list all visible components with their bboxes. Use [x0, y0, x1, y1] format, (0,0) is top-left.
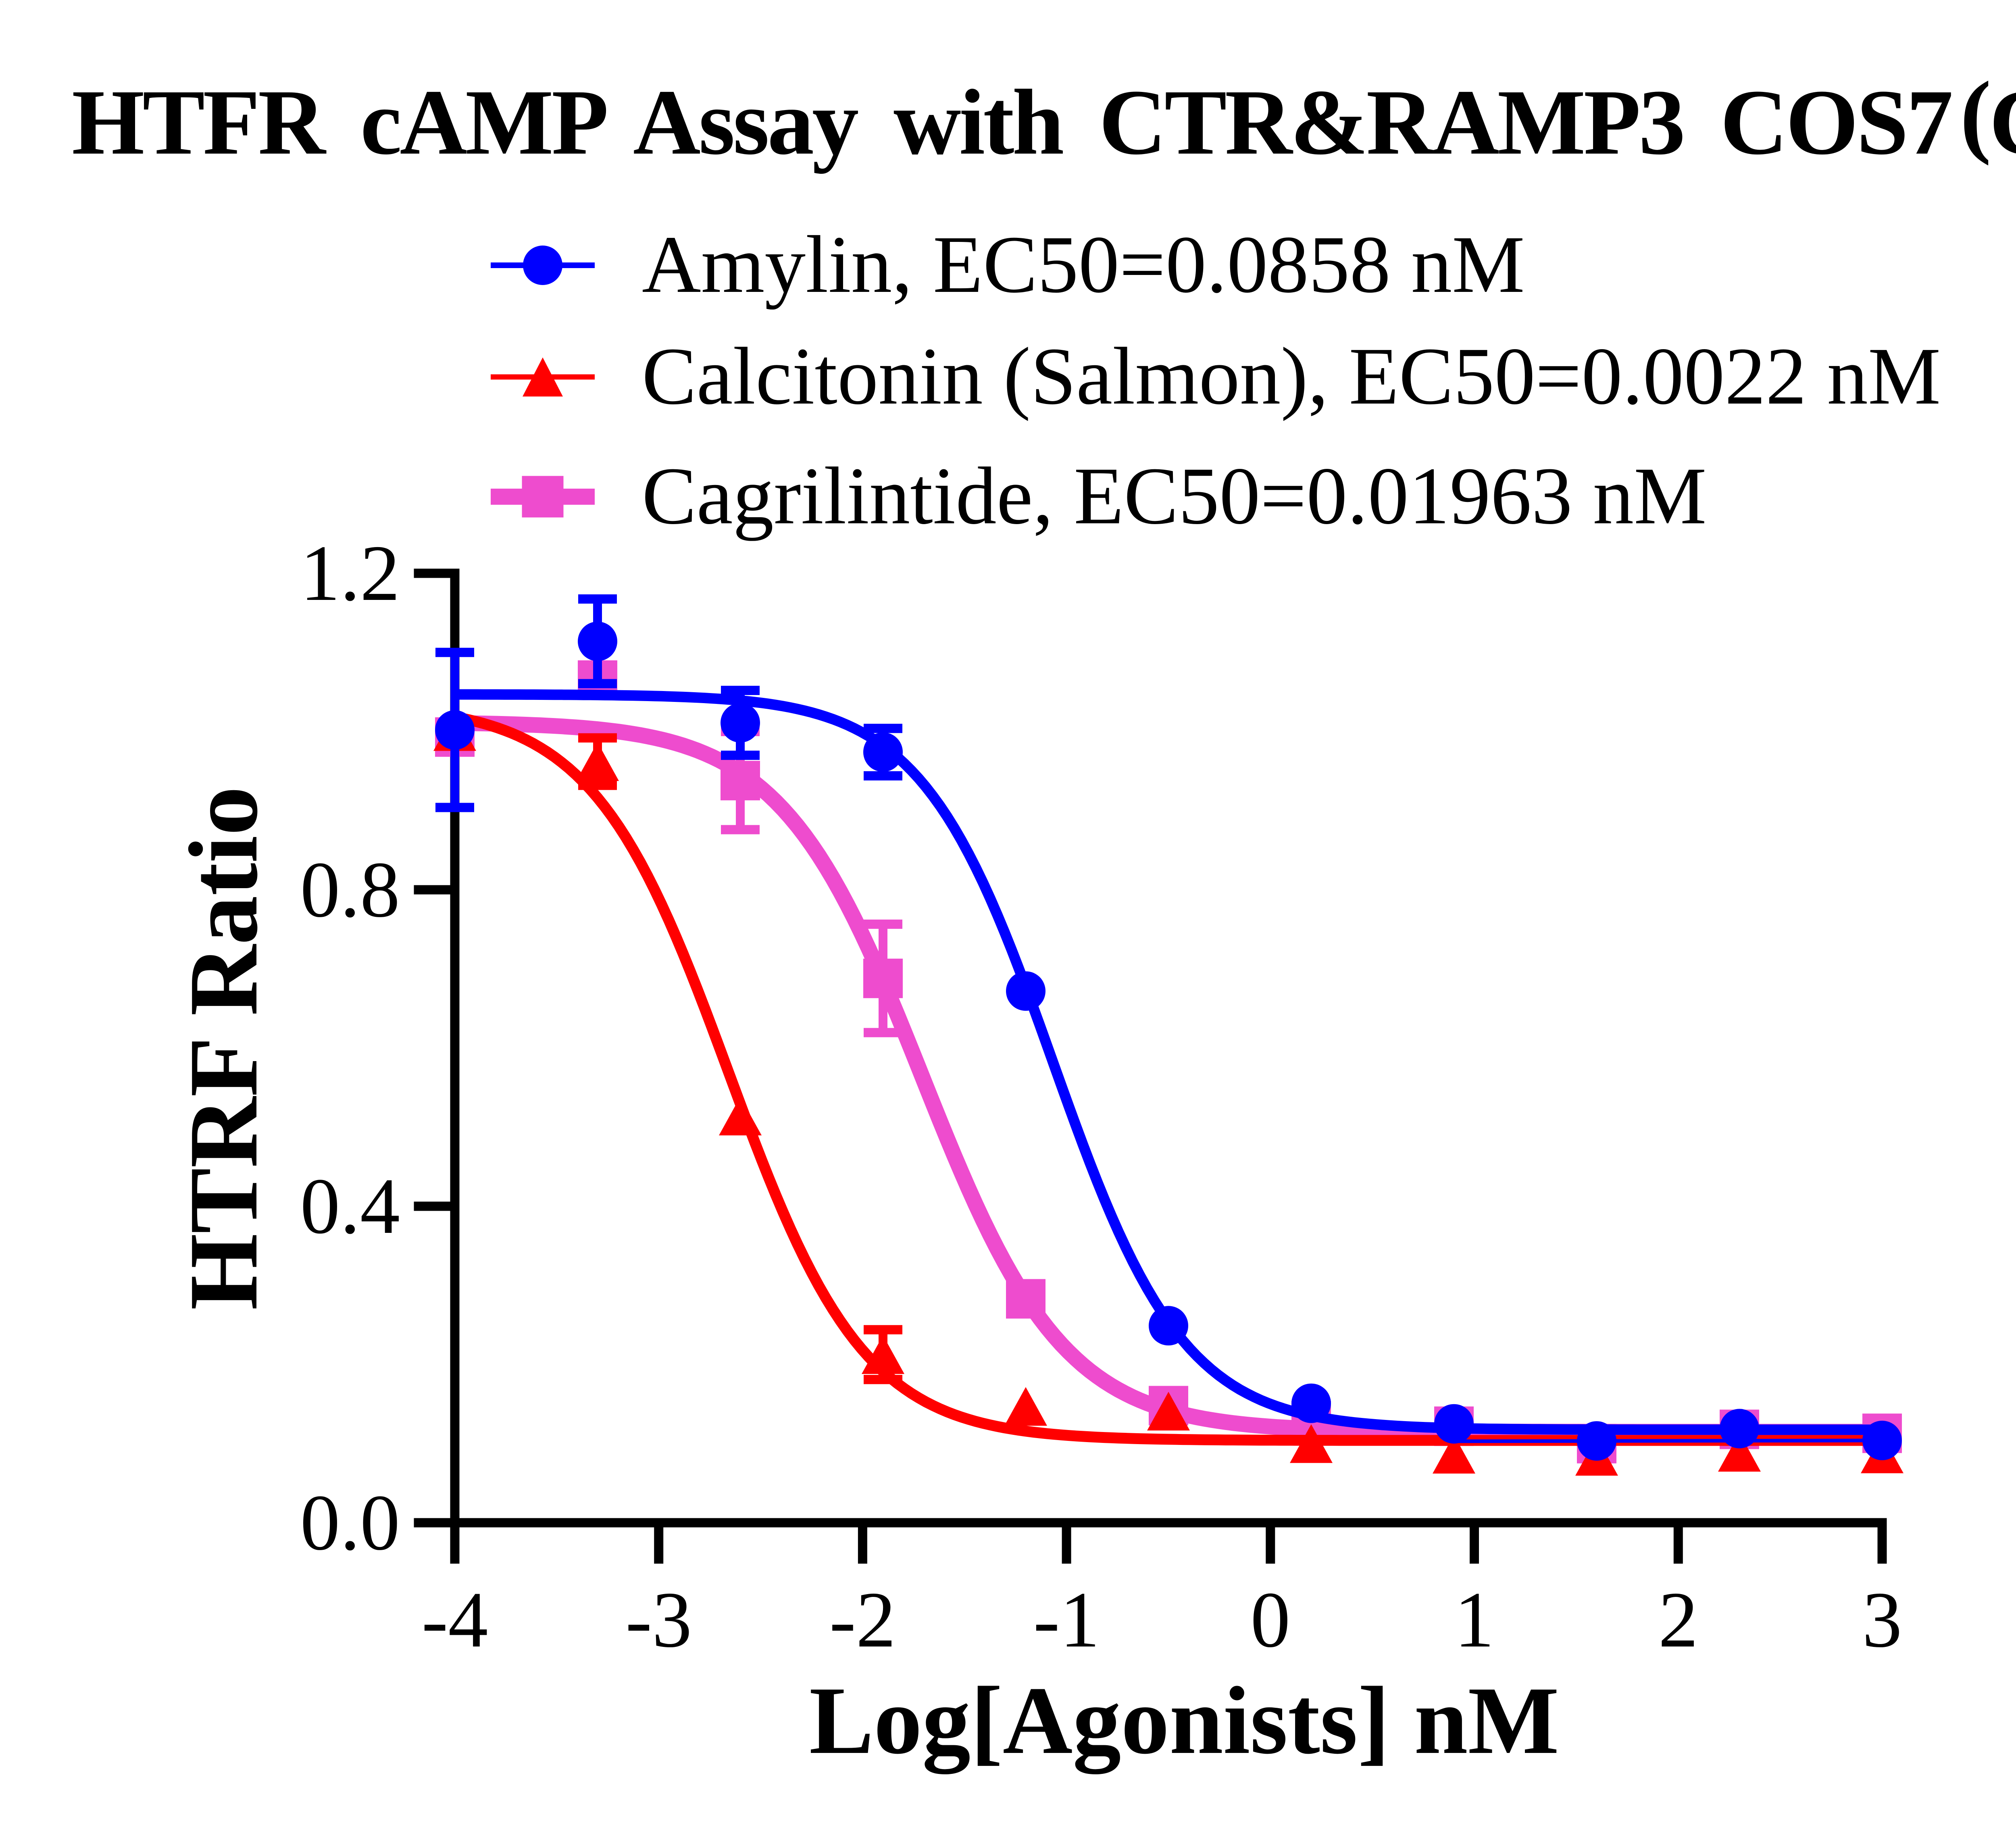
svg-text:1: 1 [1454, 1576, 1494, 1664]
svg-text:3: 3 [1862, 1576, 1902, 1664]
svg-text:Calcitonin (Salmon), EC50=0.0: Calcitonin (Salmon), EC50=0.0022 nM [642, 331, 1941, 421]
svg-text:2: 2 [1658, 1576, 1698, 1664]
svg-text:Amylin, EC50=0.0858 nM: Amylin, EC50=0.0858 nM [642, 219, 1525, 310]
svg-text:0: 0 [1250, 1576, 1290, 1664]
svg-text:0.4: 0.4 [300, 1162, 400, 1250]
svg-text:-2: -2 [829, 1576, 896, 1664]
svg-text:-1: -1 [1033, 1576, 1100, 1664]
svg-text:HTFR cAMP Assay with CTR&RAMP3: HTFR cAMP Assay with CTR&RAMP3 COS7(C8C5… [72, 62, 2016, 174]
svg-text:-3: -3 [625, 1576, 692, 1664]
svg-text:HTRF Ratio: HTRF Ratio [169, 787, 278, 1310]
svg-text:Log[Agonists] nM: Log[Agonists] nM [809, 1667, 1559, 1774]
svg-text:-4: -4 [422, 1576, 488, 1664]
svg-text:0.0: 0.0 [300, 1478, 400, 1567]
svg-text:0.8: 0.8 [300, 845, 400, 934]
svg-text:Cagrilintide, EC50=0.01963 nM: Cagrilintide, EC50=0.01963 nM [642, 450, 1707, 541]
svg-text:1.2: 1.2 [300, 529, 400, 617]
